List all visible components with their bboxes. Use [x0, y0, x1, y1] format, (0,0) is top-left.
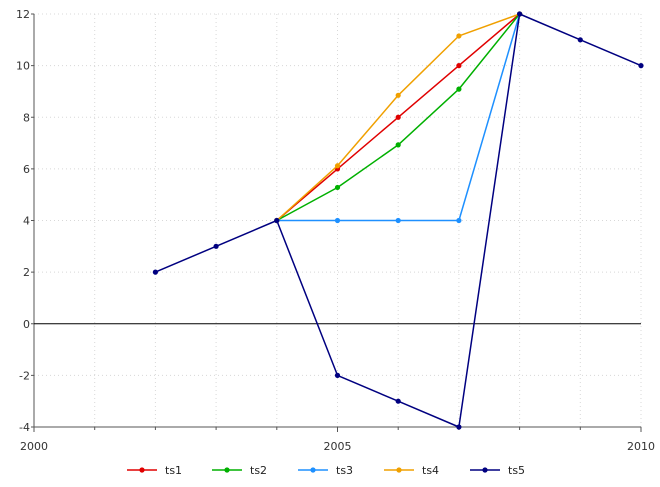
x-tick-label: 2010	[627, 440, 655, 453]
legend-label-ts4: ts4	[422, 464, 439, 477]
legend-marker-ts5	[482, 467, 488, 473]
data-point-ts5	[517, 11, 523, 17]
legend-marker-ts1	[139, 467, 145, 473]
y-tick-label: -4	[19, 421, 30, 434]
y-tick-label: 4	[23, 215, 30, 228]
y-tick-label: -2	[19, 369, 30, 382]
data-point-ts5	[577, 37, 583, 43]
y-tick-label: 10	[16, 60, 30, 73]
data-point-ts4	[395, 92, 401, 98]
series-ts1	[274, 11, 523, 224]
legend-item-ts1: ts1	[127, 464, 182, 477]
y-tick-label: 12	[16, 8, 30, 21]
data-point-ts5	[152, 269, 158, 275]
data-point-ts5	[274, 217, 280, 224]
x-tick-label: 2000	[20, 440, 48, 453]
grid	[34, 13, 642, 428]
legend-marker-ts4	[396, 467, 402, 473]
data-point-ts1	[395, 114, 401, 120]
data-point-ts4	[456, 33, 462, 39]
data-point-ts2	[395, 142, 401, 148]
data-point-ts3	[395, 217, 401, 224]
data-point-ts5	[638, 63, 644, 69]
data-point-ts1	[456, 63, 462, 69]
legend-item-ts4: ts4	[384, 464, 439, 477]
legend-item-ts3: ts3	[298, 464, 353, 477]
plot-area	[152, 11, 644, 430]
data-point-ts5	[456, 424, 462, 430]
legend-marker-ts3	[310, 467, 316, 473]
legend-label-ts3: ts3	[336, 464, 353, 477]
legend-label-ts2: ts2	[250, 464, 267, 477]
data-point-ts5	[334, 372, 341, 378]
legend-item-ts5: ts5	[470, 464, 525, 477]
data-point-ts2	[456, 86, 462, 92]
y-tick-label: 8	[23, 111, 30, 124]
legend-item-ts2: ts2	[212, 464, 267, 477]
y-tick-label: 6	[23, 163, 30, 176]
data-point-ts3	[334, 217, 341, 224]
x-tick-label: 2005	[324, 440, 352, 453]
legend: ts1 ts2 ts3 ts4 ts5	[127, 464, 525, 477]
axes: -4 -2 0 2 4 6 8 10 12 2000 2005 2010	[16, 8, 655, 453]
data-point-ts3	[456, 217, 462, 224]
data-point-ts5	[395, 398, 401, 404]
legend-label-ts5: ts5	[508, 464, 525, 477]
y-tick-label: 0	[23, 318, 30, 331]
series-ts5	[152, 11, 644, 430]
legend-label-ts1: ts1	[165, 464, 182, 477]
y-tick-label: 2	[23, 266, 30, 279]
legend-marker-ts2	[224, 467, 230, 473]
data-point-ts2	[334, 184, 341, 191]
data-point-ts4	[334, 163, 341, 169]
data-point-ts5	[213, 243, 219, 249]
